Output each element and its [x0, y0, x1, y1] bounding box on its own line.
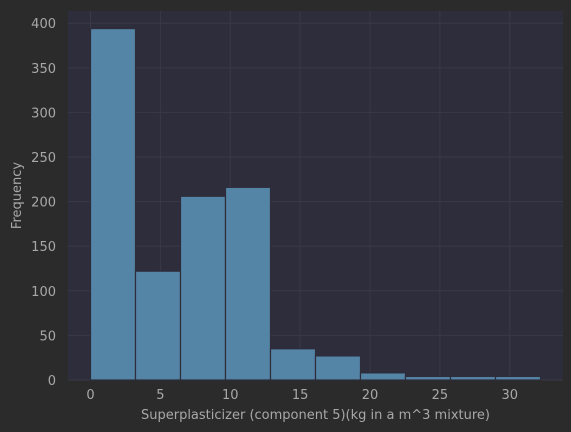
y-tick-label: 350 [31, 62, 56, 77]
x-tick-label: 15 [292, 388, 309, 403]
y-tick-label: 300 [31, 106, 56, 121]
histogram-bar [406, 376, 451, 380]
y-tick-label: 100 [31, 285, 56, 300]
x-axis-label: Superplasticizer (component 5)(kg in a m… [141, 408, 490, 423]
y-tick-label: 400 [31, 17, 56, 32]
histogram-bar [136, 271, 181, 380]
y-axis-label: Frequency [10, 162, 25, 229]
y-tick-label: 250 [31, 151, 56, 166]
y-tick-label: 150 [31, 240, 56, 255]
histogram-bar [316, 356, 361, 380]
x-tick-label: 25 [432, 388, 449, 403]
histogram-bar [226, 187, 271, 380]
x-tick-label: 0 [86, 388, 94, 403]
histogram-bar [271, 349, 316, 380]
histogram-bar [451, 376, 496, 380]
x-tick-label: 10 [222, 388, 239, 403]
y-tick-label: 0 [48, 374, 56, 389]
histogram-bar [496, 376, 541, 380]
histogram-bar [181, 196, 226, 380]
y-tick-label: 200 [31, 196, 56, 211]
x-tick-label: 20 [362, 388, 379, 403]
x-tick-label: 5 [156, 388, 164, 403]
histogram-bar [91, 29, 136, 380]
histogram-bar [361, 373, 406, 380]
x-tick-label: 30 [501, 388, 518, 403]
y-tick-label: 50 [39, 329, 56, 344]
